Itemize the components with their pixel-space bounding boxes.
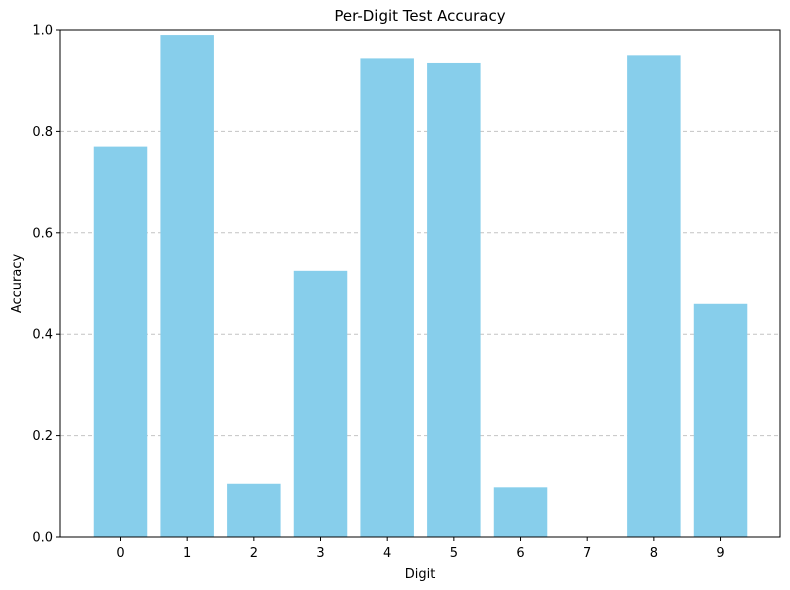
x-tick-label: 2 — [250, 546, 258, 561]
x-tick-label: 0 — [116, 546, 124, 561]
x-tick-label: 3 — [316, 546, 324, 561]
y-tick-label: 0.4 — [32, 328, 53, 343]
bar-digit-2 — [227, 483, 281, 537]
y-tick-label: 0.0 — [32, 531, 53, 546]
x-tick-label: 8 — [650, 546, 658, 561]
x-tick-label: 1 — [183, 546, 191, 561]
x-axis-label: Digit — [405, 567, 436, 582]
bar-digit-3 — [293, 270, 348, 537]
y-axis-ticks: 0.0 0.2 0.4 0.6 0.8 1.0 — [32, 24, 60, 546]
bar-digit-6 — [493, 487, 548, 537]
bar-digit-1 — [160, 35, 214, 537]
x-tick-label: 7 — [583, 546, 591, 561]
chart-title: Per-Digit Test Accuracy — [334, 7, 505, 25]
y-axis-label: Accuracy — [10, 254, 25, 314]
bar-digit-0 — [93, 146, 148, 538]
bar-digit-5 — [427, 62, 481, 538]
y-tick-label: 0.8 — [32, 125, 53, 140]
x-tick-label: 4 — [383, 546, 391, 561]
y-tick-label: 1.0 — [32, 24, 53, 39]
bar-digit-9 — [693, 303, 748, 537]
bar-digit-4 — [360, 58, 414, 537]
x-tick-label: 5 — [450, 546, 458, 561]
x-tick-label: 9 — [716, 546, 724, 561]
x-axis-ticks: 0 1 2 3 4 5 6 7 8 9 — [116, 537, 725, 561]
y-tick-label: 0.2 — [32, 429, 53, 444]
y-tick-label: 0.6 — [32, 226, 53, 241]
bar-digit-8 — [627, 55, 681, 537]
x-tick-label: 6 — [516, 546, 524, 561]
bars — [93, 35, 748, 538]
plot-frame — [59, 29, 781, 538]
